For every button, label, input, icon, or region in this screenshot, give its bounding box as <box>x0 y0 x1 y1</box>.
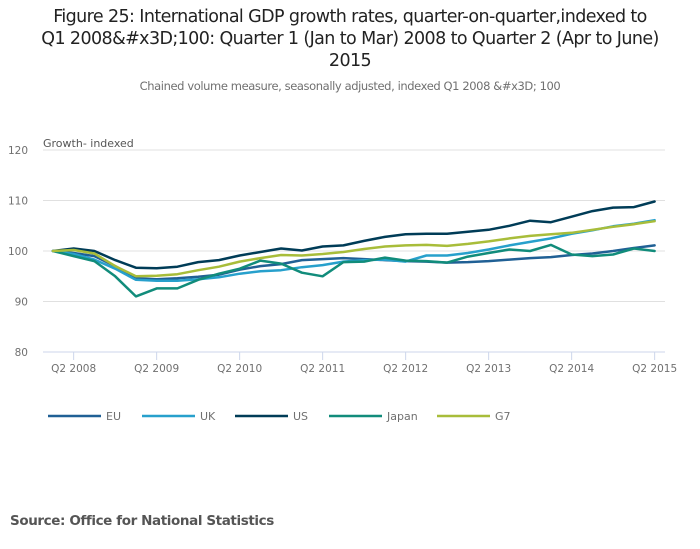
series-lines <box>51 200 656 298</box>
y-axis: 80 90 100 110 120 <box>8 145 28 359</box>
y-tick-label: 90 <box>15 297 28 309</box>
legend-item-us[interactable]: US <box>235 410 308 423</box>
y-tick-label: 100 <box>8 246 28 258</box>
x-tick-label: Q2 2008 <box>51 363 96 375</box>
chart-title-line-2: Q1 2008&#x3D;100: Quarter 1 (Jan to Mar)… <box>41 29 659 49</box>
y-tick-label: 120 <box>8 145 28 157</box>
x-tick-label: Q2 2010 <box>217 363 262 375</box>
legend-label: EU <box>106 410 121 423</box>
x-tick-label: Q2 2014 <box>549 363 594 375</box>
series-line-japan[interactable] <box>51 243 656 298</box>
chart-subtitle: Chained volume measure, seasonally adjus… <box>139 79 561 93</box>
legend-item-japan[interactable]: Japan <box>329 410 418 423</box>
source-note: Source: Office for National Statistics <box>10 513 274 529</box>
legend-item-eu[interactable]: EU <box>48 410 121 423</box>
series-line-us[interactable] <box>51 200 656 270</box>
chart-title-line-3: 2015 <box>328 51 372 71</box>
x-axis: Q2 2008 Q2 2009 Q2 2010 Q2 2011 Q2 2012 Q2 20… <box>43 351 677 375</box>
x-tick-label: Q2 2012 <box>383 363 428 375</box>
x-tick-label: Q2 2009 <box>134 363 179 375</box>
legend-label: US <box>293 410 308 423</box>
series-line-g7[interactable] <box>51 219 656 278</box>
x-tick-label: Q2 2011 <box>300 363 345 375</box>
chart-title-line-1: Figure 25: International GDP growth rate… <box>53 7 647 27</box>
legend-label: Japan <box>386 410 418 423</box>
legend-item-g7[interactable]: G7 <box>437 410 511 423</box>
legend-label: UK <box>200 410 216 423</box>
y-tick-label: 110 <box>8 196 28 208</box>
x-tick-label: Q2 2015 <box>632 363 677 375</box>
chart-title: Figure 25: International GDP growth rate… <box>0 6 700 72</box>
series-line-eu[interactable] <box>51 244 656 281</box>
x-tick-label: Q2 2013 <box>466 363 511 375</box>
y-tick-label: 80 <box>15 347 28 359</box>
legend-label: G7 <box>495 410 511 423</box>
y-axis-title: Growth- indexed <box>43 137 134 150</box>
legend: EU UK US Japan G7 <box>48 410 511 423</box>
legend-item-uk[interactable]: UK <box>142 410 216 423</box>
